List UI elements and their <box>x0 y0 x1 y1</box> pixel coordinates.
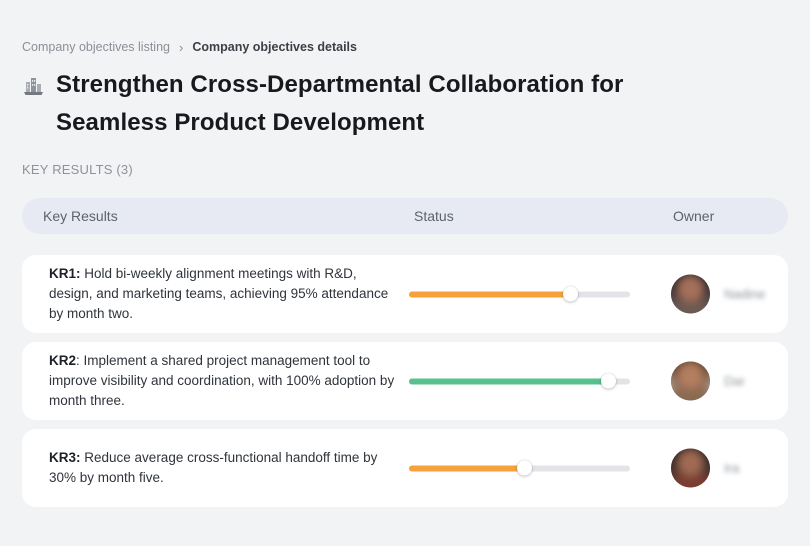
owner-name: Ira <box>724 460 740 476</box>
key-result-description: Hold bi-weekly alignment meetings with R… <box>49 266 389 321</box>
progress-fill <box>409 378 608 384</box>
progress-bar[interactable] <box>409 286 630 302</box>
key-results-count-label: KEY RESULTS (3) <box>22 162 133 177</box>
progress-knob[interactable] <box>600 373 616 389</box>
owner-name: Dar <box>724 373 745 389</box>
progress-knob[interactable] <box>563 286 579 302</box>
key-result-row-3[interactable]: KR3: Reduce average cross-functional han… <box>22 429 788 507</box>
avatar-photo <box>671 274 710 314</box>
column-header-status: Status <box>414 208 454 224</box>
avatar-photo <box>671 361 710 401</box>
key-result-label: KR1: <box>49 266 81 281</box>
title-row: Strengthen Cross-Departmental Collaborat… <box>22 66 742 142</box>
key-result-text: KR2: Implement a shared project manageme… <box>22 351 397 411</box>
progress-fill <box>409 465 524 471</box>
progress-fill <box>409 291 571 297</box>
key-result-label: KR3: <box>49 450 81 465</box>
key-result-text: KR3: Reduce average cross-functional han… <box>22 448 397 488</box>
owner-cell: Nadine <box>671 274 766 314</box>
avatar <box>671 361 710 401</box>
key-result-label: KR2 <box>49 353 77 368</box>
column-header-key-results: Key Results <box>43 208 118 224</box>
key-result-row-2[interactable]: KR2: Implement a shared project manageme… <box>22 342 788 420</box>
key-result-text: KR1: Hold bi-weekly alignment meetings w… <box>22 264 397 324</box>
progress-knob[interactable] <box>516 460 532 476</box>
key-result-description: Reduce average cross-functional handoff … <box>49 450 378 485</box>
breadcrumb-parent-link[interactable]: Company objectives listing <box>22 40 170 54</box>
avatar <box>671 448 710 488</box>
breadcrumb-current: Company objectives details <box>192 40 357 54</box>
table-header: Key Results Status Owner <box>22 198 788 234</box>
column-header-owner: Owner <box>673 208 715 224</box>
progress-bar[interactable] <box>409 460 630 476</box>
page-title: Strengthen Cross-Departmental Collaborat… <box>56 71 624 136</box>
buildings-icon <box>22 75 45 102</box>
avatar-photo <box>671 448 710 488</box>
chevron-right-icon: › <box>179 39 184 55</box>
progress-bar[interactable] <box>409 373 630 389</box>
breadcrumb: Company objectives listing › Company obj… <box>22 40 357 54</box>
key-results-list: KR1: Hold bi-weekly alignment meetings w… <box>22 255 788 516</box>
owner-name: Nadine <box>724 286 766 302</box>
owner-cell: Dar <box>671 361 745 401</box>
avatar <box>671 274 710 314</box>
key-result-row-1[interactable]: KR1: Hold bi-weekly alignment meetings w… <box>22 255 788 333</box>
key-result-description: : Implement a shared project management … <box>49 353 395 408</box>
owner-cell: Ira <box>671 448 740 488</box>
